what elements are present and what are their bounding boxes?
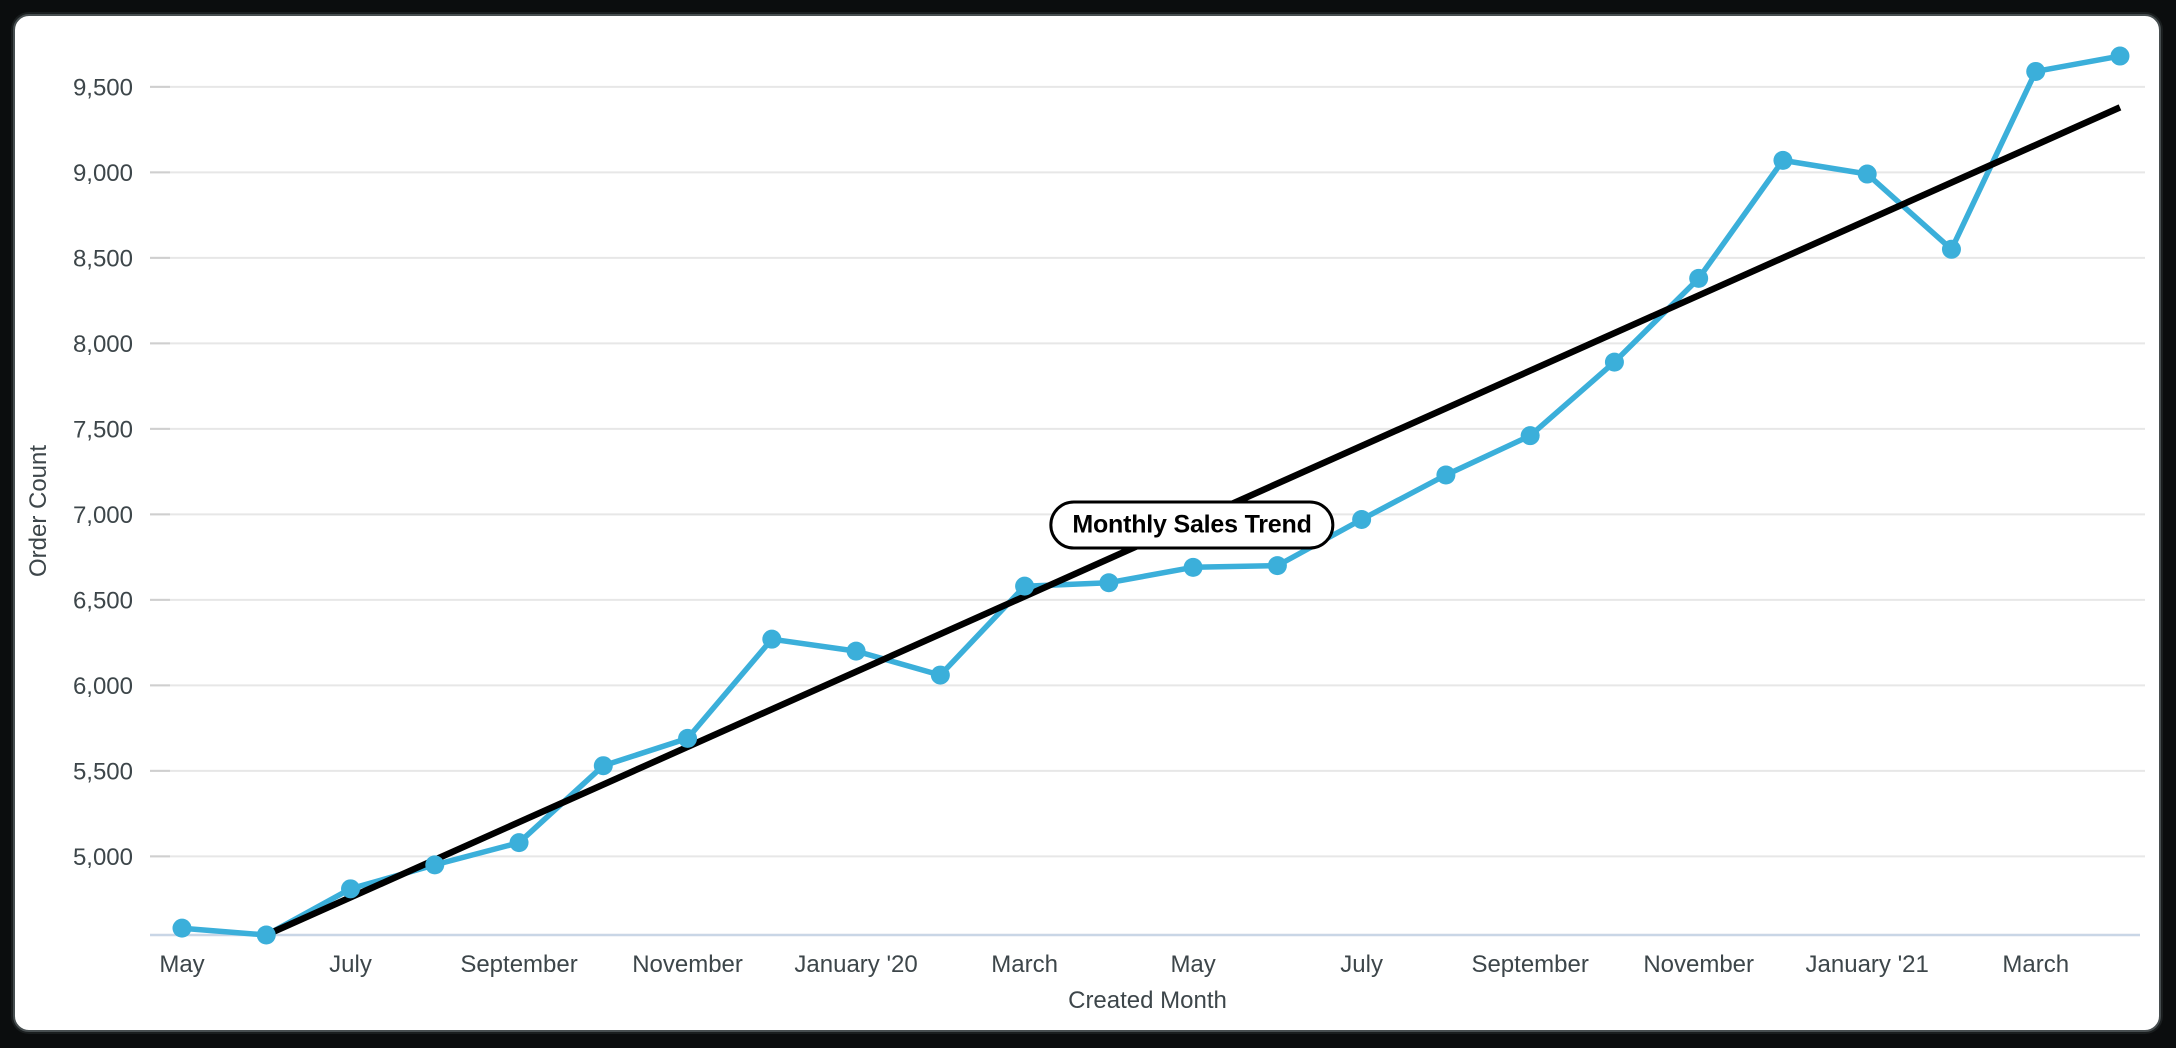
data-point[interactable]	[425, 855, 445, 875]
data-point[interactable]	[930, 665, 950, 685]
data-point[interactable]	[1773, 150, 1793, 170]
data-point[interactable]	[1857, 164, 1877, 184]
data-point[interactable]	[1267, 556, 1287, 576]
y-tick-label: 8,000	[73, 331, 133, 358]
data-point[interactable]	[2026, 61, 2046, 81]
data-point[interactable]	[172, 918, 192, 938]
data-point[interactable]	[1436, 465, 1456, 485]
x-tick-label: March	[991, 951, 1058, 978]
x-tick-label: July	[329, 951, 372, 978]
x-tick-label: January '21	[1806, 951, 1929, 978]
y-tick-label: 9,500	[73, 74, 133, 101]
y-tick-label: 6,000	[73, 673, 133, 700]
y-tick-label: 7,500	[73, 416, 133, 443]
data-point[interactable]	[1352, 509, 1372, 529]
y-axis-title: Order Count	[25, 445, 52, 577]
data-point[interactable]	[1520, 426, 1540, 446]
y-tick-label: 5,000	[73, 844, 133, 871]
data-point[interactable]	[593, 756, 613, 776]
x-tick-label: January '20	[794, 951, 917, 978]
x-tick-label: September	[460, 951, 577, 978]
data-point[interactable]	[509, 833, 529, 853]
trend-line-label: Monthly Sales Trend	[1049, 500, 1335, 550]
data-point[interactable]	[341, 879, 361, 899]
y-tick-label: 9,000	[73, 160, 133, 187]
trend-line-label-text: Monthly Sales Trend	[1072, 510, 1312, 539]
y-tick-label: 8,500	[73, 245, 133, 272]
data-point[interactable]	[1015, 576, 1035, 596]
x-axis-title: Created Month	[1068, 987, 1227, 1014]
data-point[interactable]	[1099, 573, 1119, 593]
data-point[interactable]	[1604, 352, 1624, 372]
x-tick-label: July	[1340, 951, 1383, 978]
x-tick-label: March	[2002, 951, 2069, 978]
data-point[interactable]	[846, 641, 866, 661]
data-point[interactable]	[1941, 239, 1961, 259]
y-tick-label: 5,500	[73, 758, 133, 785]
y-tick-label: 7,000	[73, 502, 133, 529]
data-point[interactable]	[762, 629, 782, 649]
data-point[interactable]	[2110, 46, 2130, 66]
data-point[interactable]	[678, 728, 698, 748]
series-line	[179, 53, 2123, 938]
data-point[interactable]	[256, 925, 276, 945]
x-tick-label: May	[159, 951, 204, 978]
data-point[interactable]	[1183, 557, 1203, 577]
x-tick-label: September	[1471, 951, 1588, 978]
x-tick-label: May	[1170, 951, 1215, 978]
y-tick-label: 6,500	[73, 587, 133, 614]
data-point[interactable]	[1689, 268, 1709, 288]
x-tick-label: November	[1643, 951, 1754, 978]
x-tick-label: November	[632, 951, 743, 978]
